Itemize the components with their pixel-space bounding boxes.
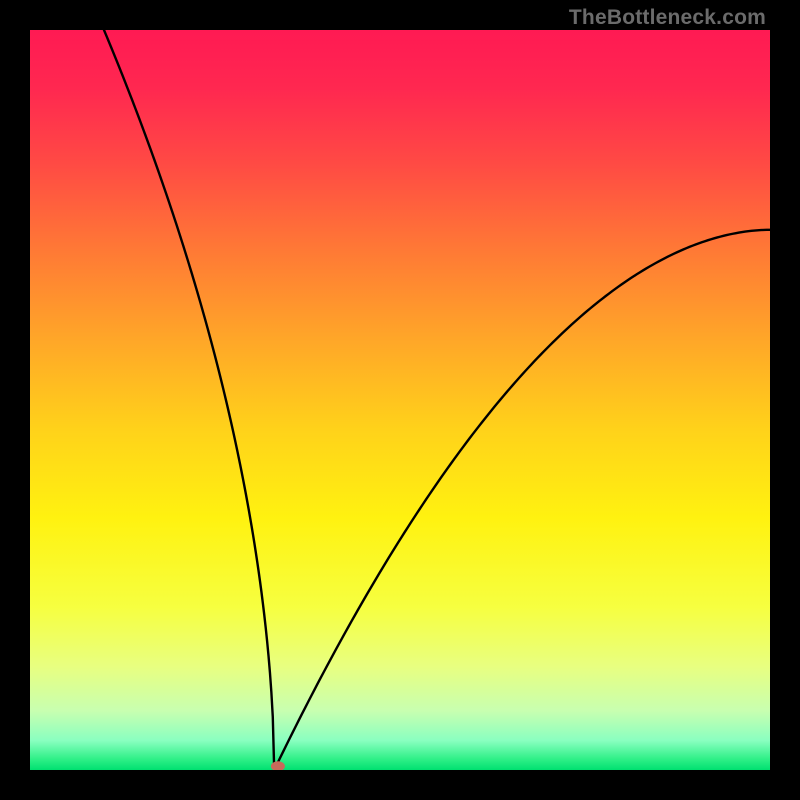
- plot-area: [30, 30, 770, 770]
- chart-frame: TheBottleneck.com: [0, 0, 800, 800]
- bottleneck-curve: [104, 30, 770, 770]
- watermark-text: TheBottleneck.com: [569, 6, 766, 30]
- curve-layer: [30, 30, 770, 770]
